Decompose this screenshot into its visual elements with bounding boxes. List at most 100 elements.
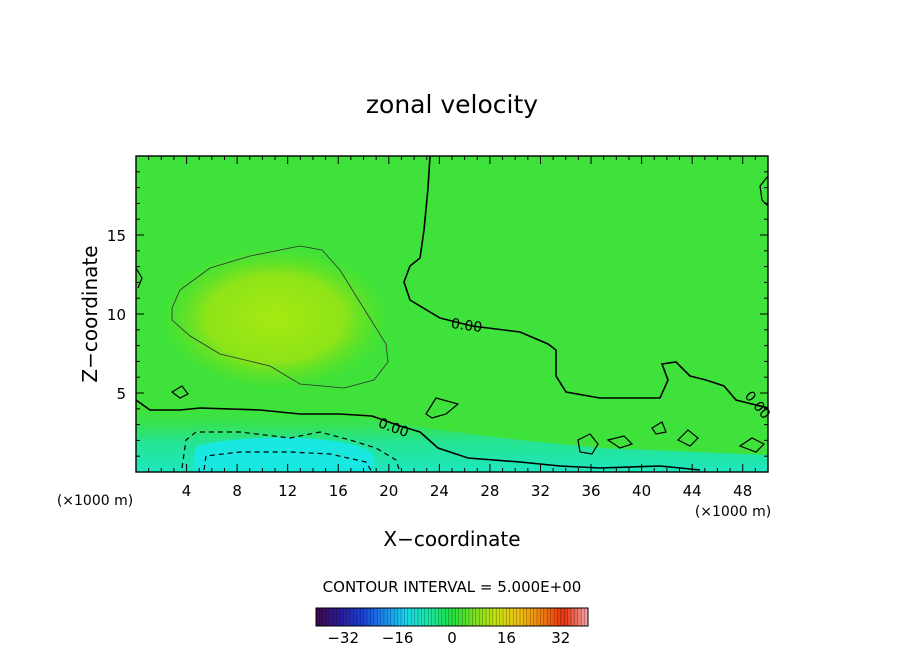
- colorbar-swatch: [326, 608, 330, 626]
- y-tick-label: 10: [107, 306, 126, 324]
- colorbar-frame: [315, 607, 589, 627]
- colorbar-swatch: [445, 608, 449, 626]
- y-unit-label: (×1000 m): [57, 493, 133, 509]
- colorbar-swatch: [554, 608, 558, 626]
- colorbar-swatch: [571, 608, 575, 626]
- x-tick-label: 4: [182, 482, 192, 500]
- x-tick-label: 28: [480, 482, 499, 500]
- y-axis: 5 10 15: [107, 171, 768, 457]
- colorbar-swatch: [370, 608, 375, 626]
- colorbar-swatch: [418, 608, 422, 626]
- colorbar-swatch: [513, 608, 517, 626]
- colorbar-swatch: [550, 608, 555, 626]
- colorbar-swatch: [475, 608, 480, 626]
- colorbar-swatch: [458, 608, 463, 626]
- surface-minimum-region: [194, 437, 374, 472]
- colorbar-swatch: [346, 608, 351, 626]
- colorbar-swatch: [414, 608, 419, 626]
- colorbar-swatch: [448, 608, 453, 626]
- x-tick-label: 24: [430, 482, 449, 500]
- colorbar-swatch: [411, 608, 415, 626]
- colorbar-swatch: [455, 608, 460, 626]
- colorbar-swatch: [547, 608, 551, 626]
- colorbar-swatch: [397, 608, 402, 626]
- x-tick-label: 12: [278, 482, 297, 500]
- colorbar-swatch: [574, 608, 579, 626]
- negative-contour-1: [181, 431, 401, 472]
- colorbar-swatch: [469, 608, 473, 626]
- colorbar-tick-label: −16: [382, 629, 414, 647]
- colorbar-swatch: [540, 608, 545, 626]
- y-axis-label: Z−coordinate: [78, 245, 102, 382]
- positive-core-contour: [171, 245, 389, 389]
- colorbar-swatch: [333, 608, 337, 626]
- zero-contour-lower: [136, 399, 701, 471]
- colorbar-swatch: [577, 608, 582, 626]
- x-axis-label: X−coordinate: [383, 527, 520, 551]
- x-tick-label: 32: [531, 482, 550, 500]
- colorbar-swatch: [384, 608, 388, 626]
- colorbar-swatch: [533, 608, 538, 626]
- colorbar-swatch: [316, 608, 320, 626]
- colorbar-swatch: [387, 608, 392, 626]
- x-tick-label: 20: [379, 482, 398, 500]
- small-closed-contour-a: [170, 385, 189, 399]
- contour-interval-label: CONTOUR INTERVAL = 5.000E+00: [323, 578, 582, 596]
- colorbar-swatch: [472, 608, 477, 626]
- colorbar-swatch: [581, 608, 585, 626]
- colorbar-swatch: [401, 608, 405, 626]
- colorbar-swatch: [557, 608, 562, 626]
- colorbar-swatch: [496, 608, 500, 626]
- colorbar-swatch: [465, 608, 470, 626]
- colorbar-swatch: [567, 608, 572, 626]
- colorbar-swatch: [428, 608, 432, 626]
- small-closed-contour-c: [577, 433, 599, 455]
- colorbar-swatch: [336, 608, 341, 626]
- colorbar-swatch: [377, 608, 381, 626]
- colorbar-swatch: [421, 608, 426, 626]
- colorbar-swatch: [404, 608, 409, 626]
- chart-title: zonal velocity: [366, 90, 538, 119]
- colorbar-tick-label: 0: [447, 629, 457, 647]
- colorbar-swatch: [322, 608, 327, 626]
- contour-label-upper: 0.00: [450, 316, 483, 336]
- negative-contour-2: [203, 451, 373, 472]
- colorbar-swatch: [520, 608, 524, 626]
- colorbar-swatch: [339, 608, 344, 626]
- colorbar-swatch: [526, 608, 531, 626]
- plot-area: [136, 156, 768, 472]
- colorbar-swatch: [356, 608, 361, 626]
- colorbar-tick-label: −32: [327, 629, 359, 647]
- colorbar-swatch: [479, 608, 483, 626]
- colorbar-swatch: [390, 608, 395, 626]
- y-tick-label: 15: [107, 227, 126, 245]
- colorbar-swatch: [319, 608, 324, 626]
- small-closed-contour-e: [651, 421, 667, 435]
- colorbar-swatch: [431, 608, 436, 626]
- colorbar-swatch: [489, 608, 494, 626]
- colorbar-swatch: [329, 608, 334, 626]
- colorbar-swatch: [523, 608, 528, 626]
- colorbar-swatch: [486, 608, 490, 626]
- colorbar-swatch: [462, 608, 466, 626]
- colorbar-tick-label: 16: [497, 629, 516, 647]
- colorbar-swatch: [503, 608, 507, 626]
- colorbar-swatch: [343, 608, 347, 626]
- positive-core-region: [160, 246, 390, 390]
- x-tick-label: 8: [232, 482, 242, 500]
- small-closed-contour-b: [425, 397, 460, 419]
- colorbar-swatch: [424, 608, 429, 626]
- colorbar: −32 −16 0 16 32: [315, 607, 589, 647]
- colorbar-swatch: [482, 608, 487, 626]
- colorbar-swatch: [367, 608, 371, 626]
- colorbar-swatch: [560, 608, 565, 626]
- colorbar-tick-label: 32: [551, 629, 570, 647]
- colorbar-swatch: [438, 608, 443, 626]
- zero-contour-upper: [403, 156, 768, 409]
- x-tick-label: 48: [733, 482, 752, 500]
- y-tick-label: 5: [116, 385, 126, 403]
- colorbar-swatch: [373, 608, 378, 626]
- colorbar-swatch: [435, 608, 439, 626]
- colorbar-swatch: [499, 608, 504, 626]
